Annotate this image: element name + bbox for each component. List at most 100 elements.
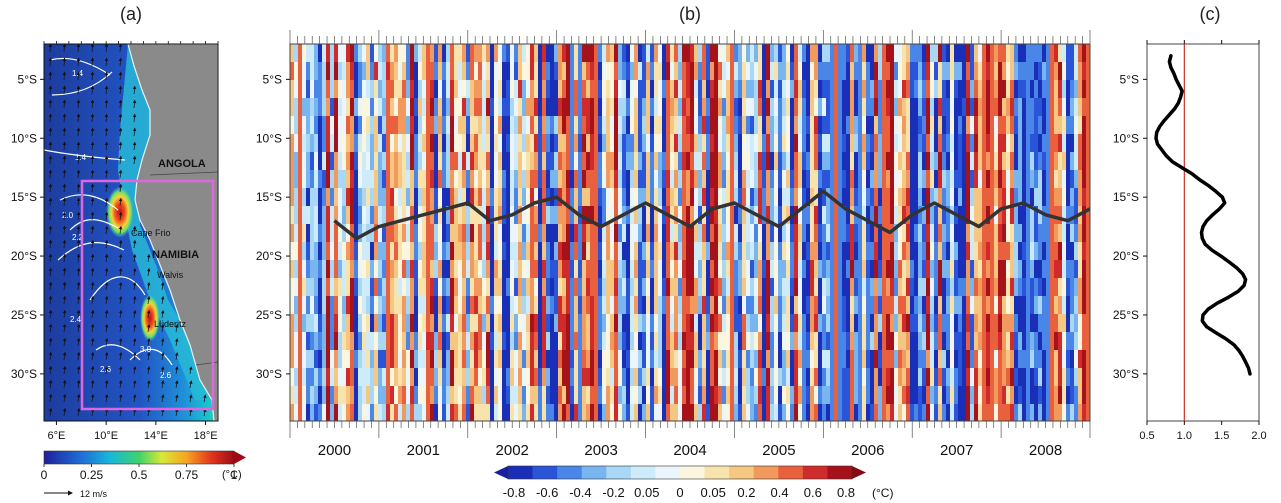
anomaly-cell [382, 278, 387, 297]
anomaly-cell [990, 314, 995, 333]
anomaly-cell [666, 242, 671, 261]
anomaly-cell [1074, 170, 1079, 189]
anomaly-cell [330, 368, 335, 387]
anomaly-cell [474, 134, 479, 153]
anomaly-cell [358, 314, 363, 333]
anomaly-cell [782, 224, 787, 243]
anomaly-cell [1066, 188, 1071, 207]
anomaly-cell [858, 188, 863, 207]
anomaly-cell [614, 296, 619, 315]
anomaly-cell [834, 98, 839, 117]
anomaly-cell [1066, 386, 1071, 405]
anomaly-cell [518, 62, 523, 81]
anomaly-cell [350, 62, 355, 81]
anomaly-cell [674, 188, 679, 207]
wind-arrow [132, 365, 137, 375]
anomaly-cell [674, 62, 679, 81]
anomaly-cell [318, 224, 323, 243]
anomaly-cell [994, 152, 999, 171]
anomaly-cell [1042, 386, 1047, 405]
anomaly-cell [606, 224, 611, 243]
anomaly-cell [322, 386, 327, 405]
anomaly-cell [914, 368, 919, 387]
anomaly-cell [610, 278, 615, 297]
anomaly-cell [514, 314, 519, 333]
anomaly-cell [442, 350, 447, 369]
anomaly-cell [602, 152, 607, 171]
anomaly-cell [326, 404, 331, 421]
anomaly-cell [530, 134, 535, 153]
anomaly-cell [538, 332, 543, 351]
anomaly-cell [706, 152, 711, 171]
anomaly-cell [890, 224, 895, 243]
anomaly-cell [766, 98, 771, 117]
tick-label: 0.05 [634, 485, 659, 500]
anomaly-cell [658, 350, 663, 369]
anomaly-cell [462, 44, 467, 63]
profile-panel: 5°S10°S15°S20°S25°S30°S0.5 1.0 1.5 2.0 [1113, 40, 1267, 442]
anomaly-cell [1026, 206, 1031, 225]
wind-arrow [48, 323, 53, 333]
colorbar-b-swatch [508, 466, 533, 479]
wind-arrow [90, 351, 95, 361]
anomaly-cell [838, 386, 843, 405]
anomaly-cell [502, 368, 507, 387]
wind-arrow [62, 323, 67, 333]
anomaly-cell [374, 224, 379, 243]
anomaly-cell [382, 332, 387, 351]
anomaly-cell [438, 278, 443, 297]
anomaly-cell [982, 368, 987, 387]
anomaly-cell [1038, 80, 1043, 99]
anomaly-cell [506, 170, 511, 189]
anomaly-cell [878, 188, 883, 207]
anomaly-cell [910, 278, 915, 297]
anomaly-cell [410, 80, 415, 99]
anomaly-cell [374, 98, 379, 117]
anomaly-cell [1070, 206, 1075, 225]
anomaly-cell [562, 134, 567, 153]
anomaly-cell [1066, 116, 1071, 135]
anomaly-cell [882, 80, 887, 99]
anomaly-cell [386, 386, 391, 405]
wind-arrow [90, 295, 95, 305]
anomaly-cell [334, 134, 339, 153]
anomaly-cell [846, 314, 851, 333]
anomaly-cell [818, 224, 823, 243]
anomaly-cell [306, 368, 311, 387]
anomaly-cell [1050, 134, 1055, 153]
anomaly-cell [786, 296, 791, 315]
anomaly-cell [682, 314, 687, 333]
anomaly-cell [330, 116, 335, 135]
anomaly-cell [666, 98, 671, 117]
anomaly-cell [294, 152, 299, 171]
anomaly-cell [662, 62, 667, 81]
anomaly-cell [518, 350, 523, 369]
anomaly-cell [406, 188, 411, 207]
anomaly-cell [566, 80, 571, 99]
anomaly-cell [878, 80, 883, 99]
anomaly-cell [666, 314, 671, 333]
anomaly-cell [574, 296, 579, 315]
anomaly-cell [578, 386, 583, 405]
anomaly-cell [1030, 80, 1035, 99]
anomaly-cell [1082, 98, 1087, 117]
anomaly-cell [894, 206, 899, 225]
anomaly-cell [762, 152, 767, 171]
anomaly-cell [826, 206, 831, 225]
anomaly-cell [994, 404, 999, 421]
anomaly-cell [810, 44, 815, 63]
anomaly-cell [598, 260, 603, 279]
anomaly-cell [538, 206, 543, 225]
anomaly-cell [670, 404, 675, 421]
anomaly-cell [346, 206, 351, 225]
anomaly-cell [670, 62, 675, 81]
anomaly-cell [326, 332, 331, 351]
anomaly-cell [422, 278, 427, 297]
anomaly-cell [914, 98, 919, 117]
anomaly-cell [674, 296, 679, 315]
anomaly-cell [898, 404, 903, 421]
anomaly-cell [338, 278, 343, 297]
anomaly-cell [830, 368, 835, 387]
anomaly-cell [446, 152, 451, 171]
anomaly-cell [610, 80, 615, 99]
